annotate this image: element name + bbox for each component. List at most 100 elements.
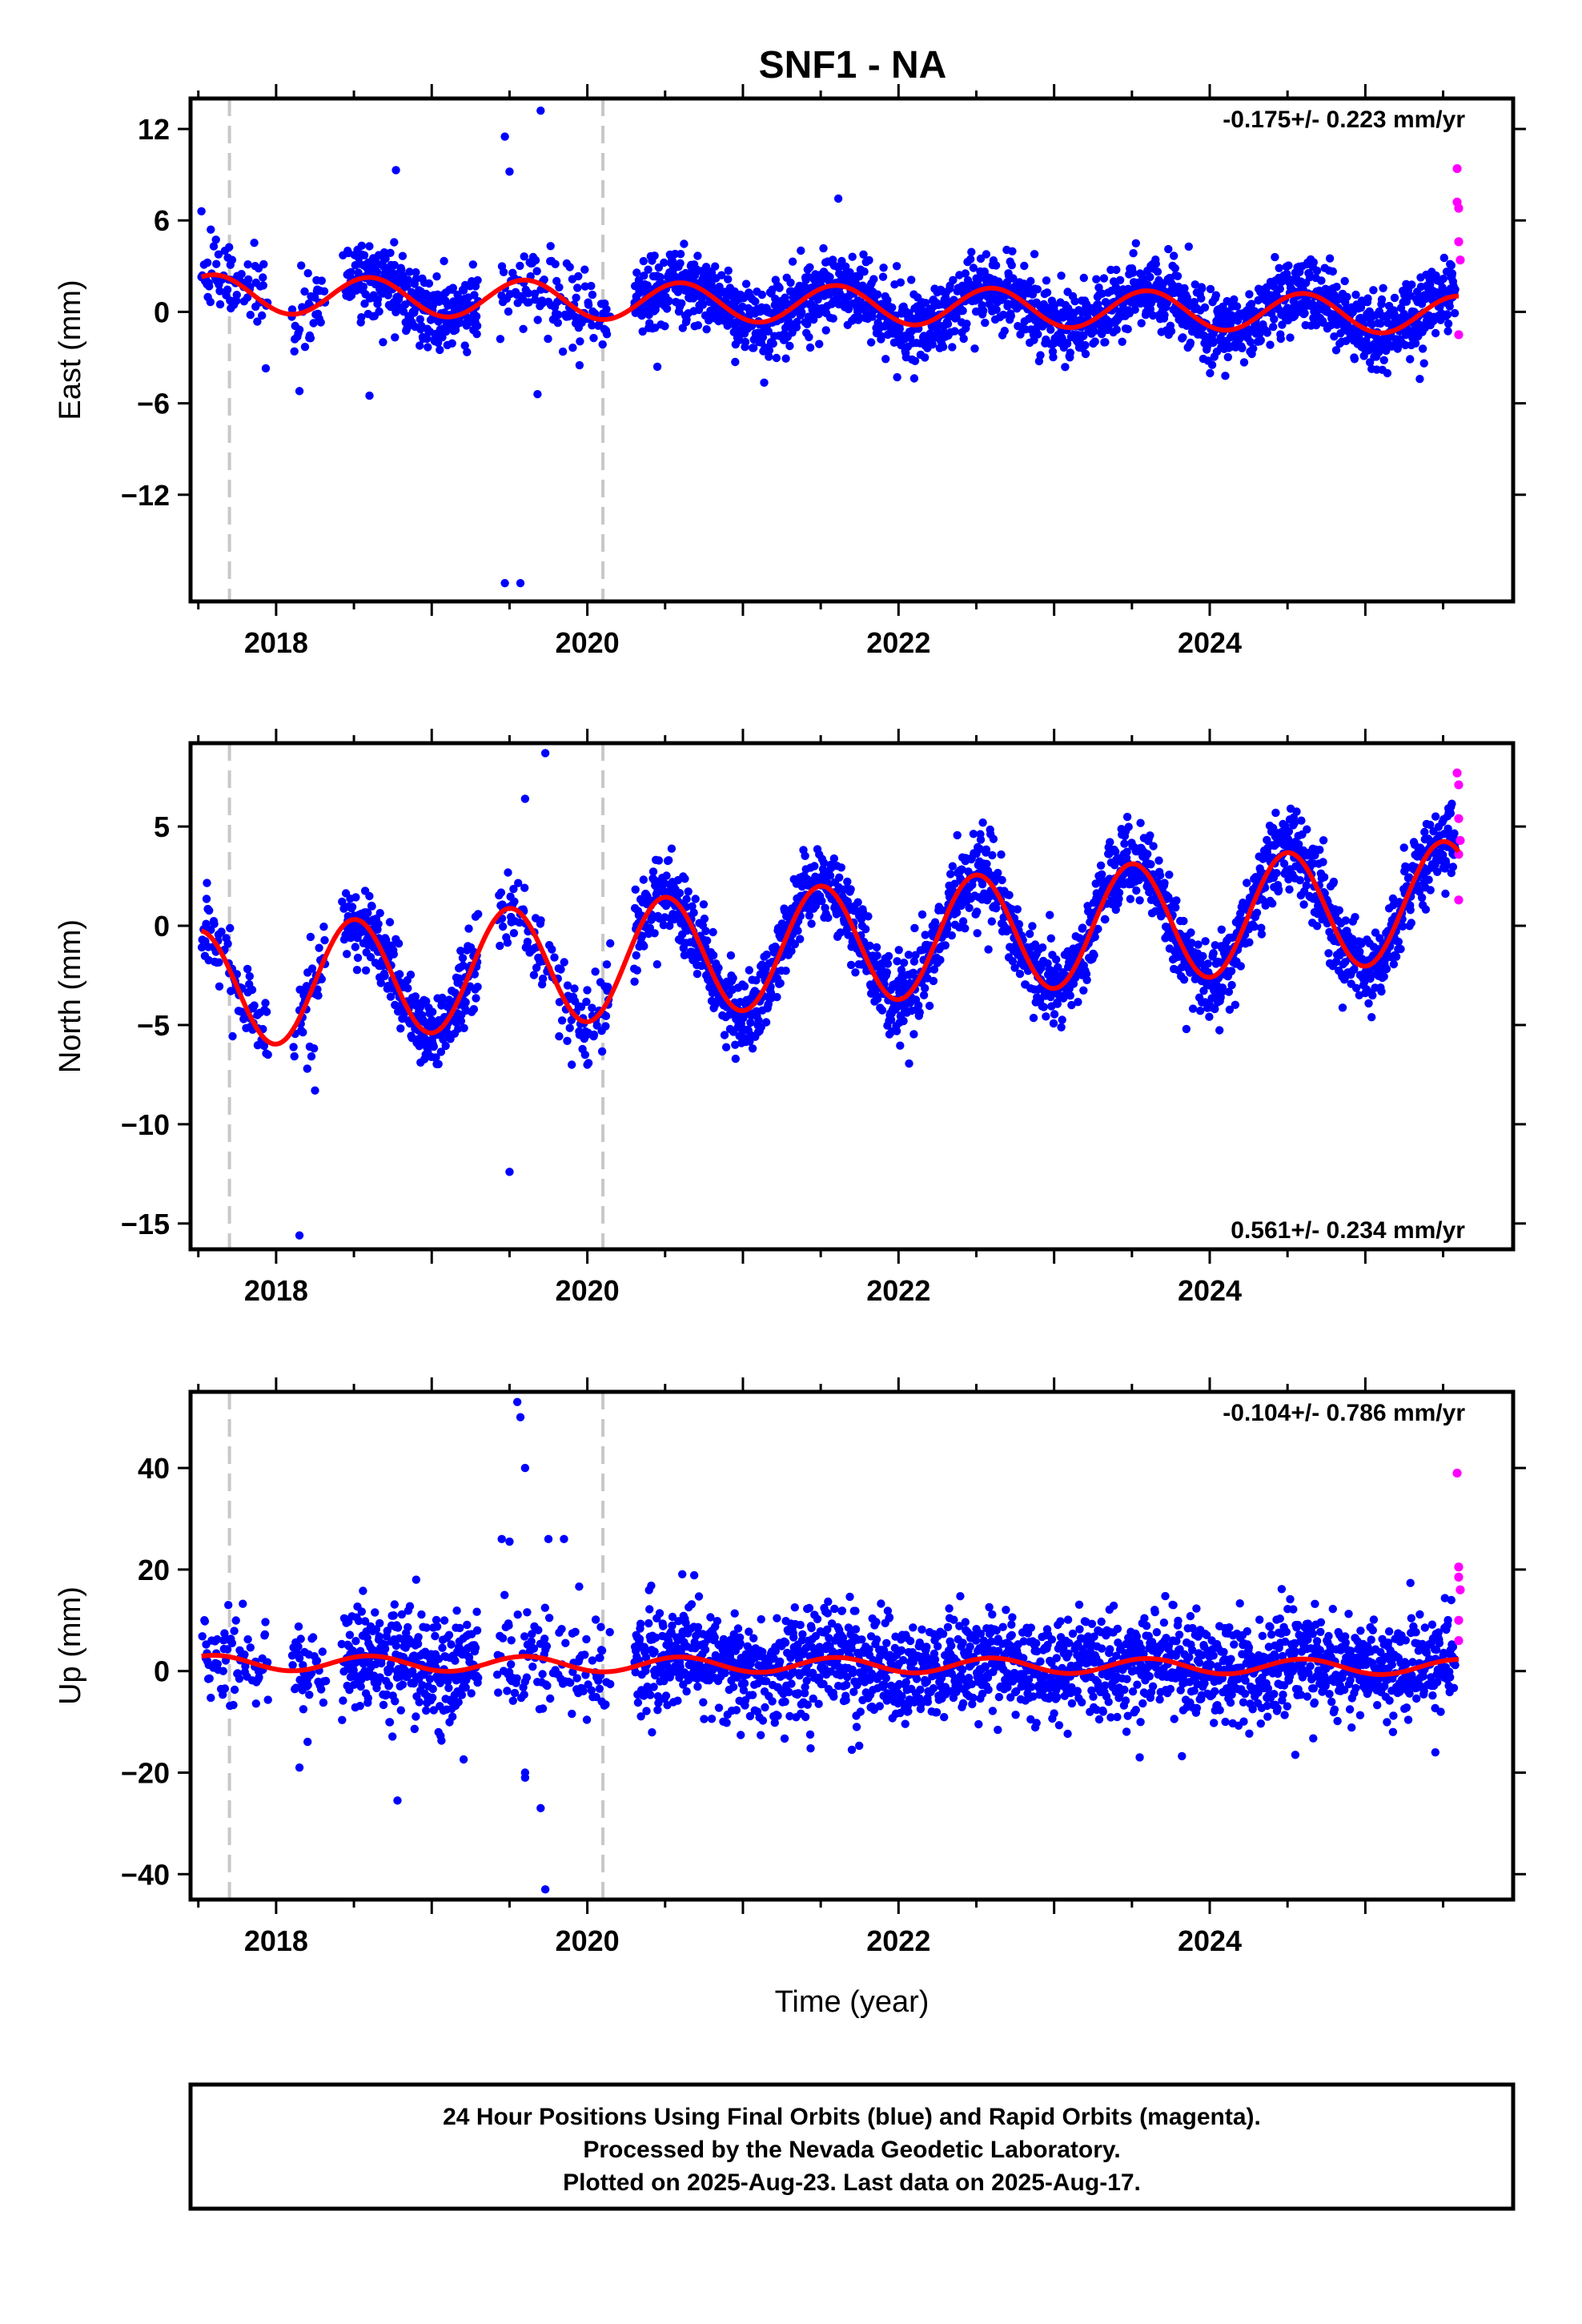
- data-point: [1164, 244, 1173, 254]
- data-point: [893, 957, 901, 966]
- data-point: [357, 313, 366, 322]
- data-point: [630, 977, 639, 987]
- data-point: [825, 871, 835, 880]
- data-point: [205, 282, 214, 291]
- data-point: [928, 340, 938, 349]
- data-point: [573, 283, 582, 292]
- data-point: [948, 862, 958, 870]
- data-point: [1026, 276, 1035, 286]
- data-point: [769, 339, 777, 348]
- plot-area: [197, 99, 1465, 601]
- data-point: [1447, 261, 1456, 270]
- data-point: [929, 976, 938, 986]
- data-point: [1200, 303, 1210, 312]
- x-tick-label: 2022: [866, 626, 930, 659]
- data-point: [1129, 249, 1138, 258]
- data-point: [1052, 955, 1061, 964]
- data-point: [914, 1001, 923, 1010]
- data-point: [805, 332, 813, 342]
- data-point: [576, 1003, 586, 1011]
- data-point: [1197, 294, 1206, 303]
- data-point: [821, 326, 830, 335]
- data-point: [424, 343, 432, 352]
- data-point: [516, 261, 524, 271]
- data-point: [878, 272, 888, 281]
- data-point: [1279, 859, 1289, 868]
- data-point: [214, 250, 223, 259]
- data-point: [582, 997, 591, 1007]
- data-point: [946, 870, 955, 879]
- data-point: [1379, 972, 1388, 981]
- data-point: [1319, 836, 1328, 845]
- data-point: [772, 353, 781, 363]
- data-point: [953, 830, 962, 840]
- data-point: [474, 910, 483, 919]
- data-point: [1351, 913, 1359, 922]
- data-point: [396, 1024, 405, 1033]
- data-point: [1311, 320, 1321, 330]
- data-point: [1351, 983, 1361, 993]
- data-point: [1271, 252, 1279, 262]
- data-point: [680, 239, 689, 248]
- data-point: [1146, 860, 1155, 869]
- data-point: [215, 287, 224, 296]
- data-point: [864, 912, 873, 921]
- data-point: [717, 271, 726, 279]
- data-point: [1042, 1012, 1050, 1021]
- data-point: [1090, 327, 1098, 336]
- data-point: [1424, 875, 1433, 884]
- data-point: [787, 947, 796, 955]
- data-point: [361, 966, 371, 975]
- data-point: [930, 918, 940, 927]
- data-point: [245, 971, 254, 981]
- data-point: [440, 256, 448, 266]
- data-point: [1154, 856, 1163, 865]
- data-point: [404, 275, 413, 284]
- data-point: [1297, 816, 1306, 825]
- data-point: [1196, 1007, 1205, 1015]
- data-point: [1114, 888, 1124, 898]
- data-point: [550, 953, 559, 962]
- data-point: [461, 998, 470, 1007]
- data-point: [591, 967, 600, 976]
- data-point: [807, 919, 816, 928]
- data-point: [693, 969, 702, 979]
- data-point: [1278, 320, 1287, 329]
- data-point: [359, 251, 369, 259]
- data-point: [1016, 330, 1025, 339]
- data-point: [881, 355, 890, 364]
- data-point: [1351, 290, 1360, 300]
- data-point: [367, 902, 376, 911]
- data-point: [731, 1054, 740, 1063]
- data-point: [989, 834, 998, 843]
- outlier-point: [1415, 374, 1424, 384]
- data-point: [811, 901, 821, 911]
- data-point: [639, 256, 648, 266]
- data-point: [389, 950, 398, 959]
- data-point: [1257, 930, 1267, 939]
- data-point: [1330, 332, 1339, 341]
- data-point: [693, 321, 703, 330]
- data-point: [259, 1041, 269, 1051]
- data-point: [751, 297, 760, 306]
- data-point: [441, 1041, 450, 1051]
- data-point: [390, 260, 399, 270]
- data-point: [1377, 987, 1386, 996]
- data-point: [405, 267, 414, 276]
- data-point: [1178, 333, 1187, 342]
- outlier-point: [505, 167, 514, 176]
- data-point: [1188, 1004, 1198, 1013]
- data-point: [583, 986, 592, 995]
- data-point: [805, 263, 814, 271]
- data-point: [428, 1007, 437, 1016]
- data-point: [966, 255, 975, 263]
- data-point: [861, 925, 870, 934]
- data-point: [211, 235, 220, 244]
- data-point: [964, 867, 973, 876]
- data-point: [936, 955, 945, 964]
- data-point: [250, 1001, 259, 1010]
- data-point: [1049, 352, 1058, 362]
- data-point: [1033, 285, 1042, 294]
- data-point: [532, 267, 541, 275]
- data-point: [1179, 975, 1189, 984]
